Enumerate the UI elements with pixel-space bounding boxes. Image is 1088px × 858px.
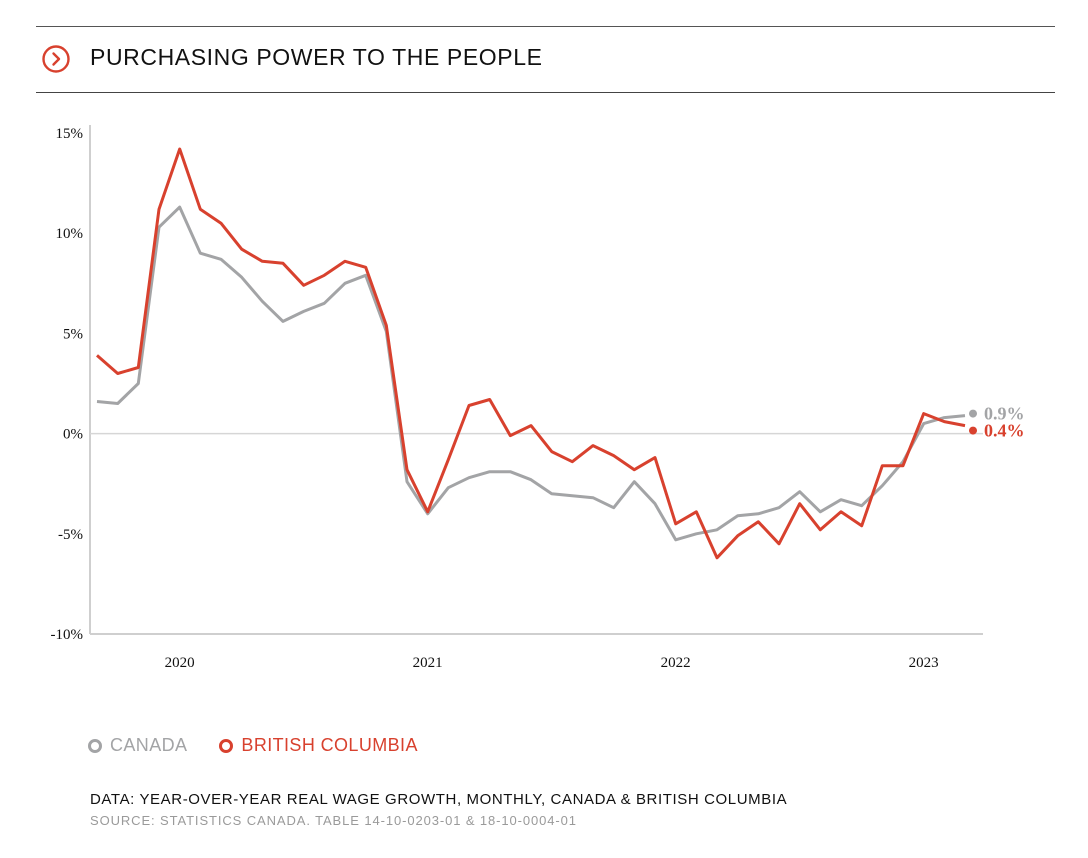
y-tick-label: 0% <box>63 427 83 443</box>
y-tick-label: -10% <box>51 627 84 643</box>
legend-label-british-columbia: BRITISH COLUMBIA <box>241 735 418 755</box>
top-rule <box>36 26 1055 27</box>
x-tick-label: 2021 <box>413 655 443 671</box>
y-tick-label: 10% <box>56 226 84 242</box>
legend-marker-british-columbia <box>219 738 234 753</box>
chart-title: PURCHASING POWER TO THE PEOPLE <box>90 44 543 70</box>
legend: CANADA BRITISH COLUMBIA <box>88 735 418 756</box>
x-tick-label: 2022 <box>661 655 691 671</box>
source-note: SOURCE: STATISTICS CANADA. TABLE 14-10-0… <box>90 813 577 828</box>
legend-item-canada: CANADA <box>88 735 187 756</box>
y-tick-label: -5% <box>58 527 83 543</box>
data-note: DATA: YEAR-OVER-YEAR REAL WAGE GROWTH, M… <box>90 791 788 808</box>
y-tick-label: 5% <box>63 326 83 342</box>
x-tick-label: 2020 <box>165 655 195 671</box>
end-label-canada: 0.9% <box>984 404 1025 424</box>
y-tick-label: 15% <box>56 126 84 142</box>
end-point-canada <box>969 409 977 418</box>
legend-label-canada: CANADA <box>110 735 188 755</box>
series-line-british-columbia <box>96 147 966 560</box>
x-tick-label: 2023 <box>909 655 939 671</box>
header-rule <box>36 92 1055 93</box>
chevron-right-circle-icon <box>42 45 70 73</box>
end-label-british-columbia: 0.4% <box>984 421 1025 441</box>
end-point-british-columbia <box>969 426 977 435</box>
line-chart: 15% 10% 5% 0% -5% -10% 2020 2021 2022 2023 0.9%0.4… <box>51 125 1025 671</box>
legend-marker-canada <box>88 738 102 753</box>
series-line-canada <box>96 205 966 542</box>
legend-item-british-columbia: BRITISH COLUMBIA <box>219 735 417 756</box>
